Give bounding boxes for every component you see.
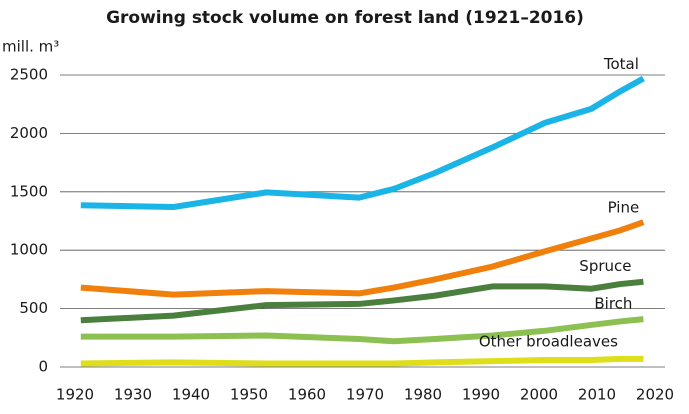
series-line <box>80 278 644 324</box>
chart-title: Growing stock volume on forest land (192… <box>106 8 584 28</box>
x-tick-label: 1960 <box>288 386 326 404</box>
x-tick-label: 2020 <box>636 386 674 404</box>
series-line <box>80 316 644 345</box>
y-tick-label: 2500 <box>10 66 48 84</box>
series-label: Spruce <box>579 257 631 275</box>
series-label: Other broadleaves <box>479 332 618 350</box>
y-tick-label: 500 <box>19 299 48 317</box>
series-line <box>80 75 645 210</box>
series-label: Total <box>603 55 639 73</box>
x-tick-label: 2000 <box>520 386 558 404</box>
series-line <box>80 355 644 367</box>
y-tick-label: 1000 <box>10 241 48 259</box>
x-tick-label: 2010 <box>578 386 616 404</box>
x-tick-label: 1920 <box>56 386 94 404</box>
y-axis-label: mill. m³ <box>2 38 59 56</box>
x-tick-label: 1930 <box>114 386 152 404</box>
series-label: Birch <box>594 295 632 313</box>
x-tick-label: 1940 <box>172 386 210 404</box>
x-tick-label: 1990 <box>462 386 500 404</box>
series-line <box>80 219 645 298</box>
x-tick-label: 1980 <box>404 386 442 404</box>
y-tick-label: 2000 <box>10 124 48 142</box>
x-tick-label: 1950 <box>230 386 268 404</box>
y-tick-label: 0 <box>38 358 48 376</box>
x-tick-label: 1970 <box>346 386 384 404</box>
series-label: Pine <box>608 199 640 217</box>
y-tick-label: 1500 <box>10 182 48 200</box>
